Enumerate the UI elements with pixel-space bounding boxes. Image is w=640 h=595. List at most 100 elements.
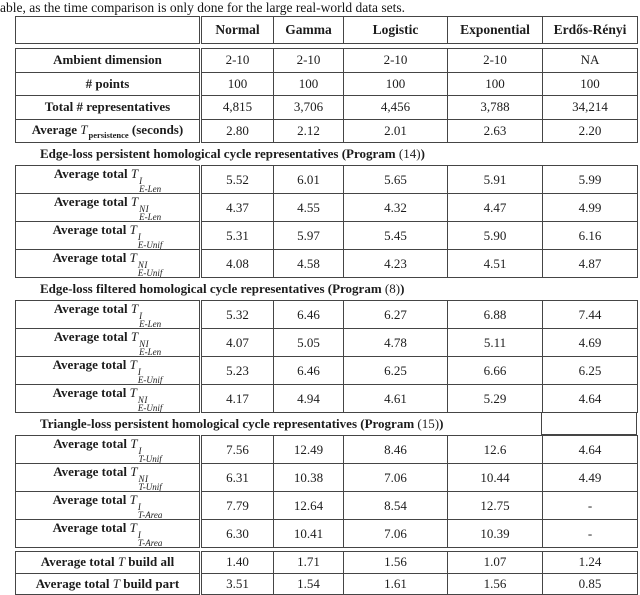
table-row: Average total T I T-Unif 7.56 12.49 8.46 12.6 4… — [15, 435, 638, 464]
table-cell: 10.38 — [273, 463, 344, 492]
table-cell: 4.51 — [447, 249, 543, 278]
table-cell: 4.69 — [542, 328, 638, 357]
table-cell: 2-10 — [343, 48, 448, 73]
column-header-gamma: Gamma — [273, 16, 344, 44]
row-label: Average total T NI T-Unif — [15, 463, 202, 492]
math-symbol: T I T-Area — [129, 520, 163, 548]
table-cell: 6.25 — [343, 356, 448, 385]
row-label: Average total T NI E-Unif — [15, 384, 202, 413]
math-symbol: T NI E-Unif — [129, 250, 163, 278]
section-heading-text: Edge-loss persistent homological cycle r… — [15, 146, 637, 162]
math-symbol: T NI E-Len — [130, 329, 162, 357]
table-cell: 5.29 — [447, 384, 543, 413]
table-cell: 2-10 — [200, 48, 274, 73]
table-cell: 4.08 — [200, 249, 274, 278]
table-cell: 5.32 — [200, 300, 274, 329]
table-cell: 1.54 — [273, 572, 344, 595]
table-cell: 8.54 — [343, 491, 448, 520]
row-label: Average total T I T-Area — [15, 491, 202, 520]
table-cell: 4.49 — [542, 463, 638, 492]
table-row: Average total T NI E-Unif 4.08 4.58 4.23 4.51 4… — [15, 249, 638, 278]
heading-bold-text: Edge-loss persistent homological cycle r… — [40, 146, 399, 161]
column-header-table: Normal Gamma Logistic Exponential Erdős-… — [15, 16, 638, 44]
table-row: Average total T build part 3.51 1.54 1.61 1.… — [15, 572, 638, 595]
table-cell: 4.99 — [542, 193, 638, 222]
column-header-logistic: Logistic — [343, 16, 448, 44]
row-label: # points — [15, 71, 202, 96]
row-label: Average total T build part — [15, 572, 202, 595]
table-cell: 4.07 — [200, 328, 274, 357]
table-cell: 4,815 — [200, 95, 274, 120]
math-symbol: T I E-Len — [130, 301, 162, 329]
table-cell: 4.17 — [200, 384, 274, 413]
table-row: Average total T NI E-Unif 4.17 4.94 4.61 5.29 4… — [15, 384, 638, 413]
row-label: Average total T build all — [15, 551, 202, 574]
table-row: Average total T NI E-Len 4.37 4.55 4.32 4.47 4.… — [15, 193, 638, 222]
table-cell: - — [542, 519, 638, 548]
math-symbol: T NI E-Unif — [129, 385, 163, 413]
table-row: Average total T I E-Unif 5.23 6.46 6.25 6.66 6.… — [15, 356, 638, 385]
table-cell: 3,788 — [447, 95, 543, 120]
table-row: Average total T I E-Len 5.32 6.46 6.27 6.88 7.4… — [15, 300, 638, 329]
empty-last-column-cell — [541, 413, 637, 435]
row-label: Average total T I E-Len — [15, 165, 202, 194]
row-label: Ambient dimension — [15, 48, 202, 73]
math-symbol: T — [112, 575, 120, 591]
column-header-exponential: Exponential — [447, 16, 543, 44]
heading-ref-number: (8) — [384, 281, 401, 296]
edge-loss-filtered-table: Average total T I E-Len 5.32 6.46 6.27 6.88 7.4… — [15, 300, 638, 413]
table-cell: 6.27 — [343, 300, 448, 329]
row-label: Average total T I T-Unif — [15, 435, 202, 464]
table-cell: 5.45 — [343, 221, 448, 250]
row-label: Average Tpersistence (seconds) — [15, 118, 202, 143]
row-label: Average total T NI E-Len — [15, 328, 202, 357]
summary-stats-table: Ambient dimension 2-10 2-10 2-10 2-10 NA # poi… — [15, 48, 638, 143]
table-cell: 100 — [343, 71, 448, 96]
table-row: Average total T I E-Unif 5.31 5.97 5.45 5.90 6.… — [15, 221, 638, 250]
table-cell: 4.61 — [343, 384, 448, 413]
table-cell: 4.94 — [273, 384, 344, 413]
table-cell: 10.39 — [447, 519, 543, 548]
heading-close-paren: ) — [400, 281, 405, 296]
table-row: Average total T I T-Area 7.79 12.64 8.54 12.75… — [15, 491, 638, 520]
table-cell: 5.90 — [447, 221, 543, 250]
heading-bold-text: Triangle-loss persistent homological cyc… — [40, 416, 418, 431]
table-cell: 3,706 — [273, 95, 344, 120]
table-cell: 6.46 — [273, 300, 344, 329]
table-cell: 4.58 — [273, 249, 344, 278]
table-cell: 5.52 — [200, 165, 274, 194]
math-symbol: T I E-Len — [130, 166, 162, 194]
row-label: Average total T I E-Unif — [15, 356, 202, 385]
table-cell: 2.80 — [200, 118, 274, 143]
triangle-loss-table: Average total T I T-Unif 7.56 12.49 8.46 12.6 4… — [15, 435, 638, 548]
row-label: Average total T NI E-Unif — [15, 249, 202, 278]
section-heading-text: Edge-loss filtered homological cycle rep… — [15, 281, 637, 297]
table-cell: 7.79 — [200, 491, 274, 520]
math-symbol: T I E-Unif — [129, 357, 163, 385]
table-cell: 6.01 — [273, 165, 344, 194]
header-row: Normal Gamma Logistic Exponential Erdős-… — [15, 16, 638, 44]
heading-bold-text: Edge-loss filtered homological cycle rep… — [40, 281, 385, 296]
table-row: # points 100 100 100 100 100 — [15, 71, 638, 96]
table-cell: 100 — [273, 71, 344, 96]
table-cell: NA — [542, 48, 638, 73]
table-cell: 5.91 — [447, 165, 543, 194]
table-cell: 1.07 — [447, 551, 543, 574]
math-symbol: T I T-Unif — [130, 436, 162, 464]
table-cell: 4.23 — [343, 249, 448, 278]
math-symbol: T I E-Unif — [129, 222, 163, 250]
table-cell: 5.99 — [542, 165, 638, 194]
section-heading-edge-loss-filtered: Edge-loss filtered homological cycle rep… — [15, 278, 637, 300]
table-cell: 4.47 — [447, 193, 543, 222]
table-cell: 5.31 — [200, 221, 274, 250]
table-cell: 6.30 — [200, 519, 274, 548]
table-cell: 7.06 — [343, 463, 448, 492]
heading-close-paren: ) — [439, 416, 444, 431]
table-cell: 5.65 — [343, 165, 448, 194]
table-cell: 4.87 — [542, 249, 638, 278]
table-cell: 1.61 — [343, 572, 448, 595]
table-cell: 7.56 — [200, 435, 274, 464]
section-heading-triangle-loss: Triangle-loss persistent homological cyc… — [15, 413, 637, 435]
table-cell: 6.88 — [447, 300, 543, 329]
table-cell: 100 — [447, 71, 543, 96]
